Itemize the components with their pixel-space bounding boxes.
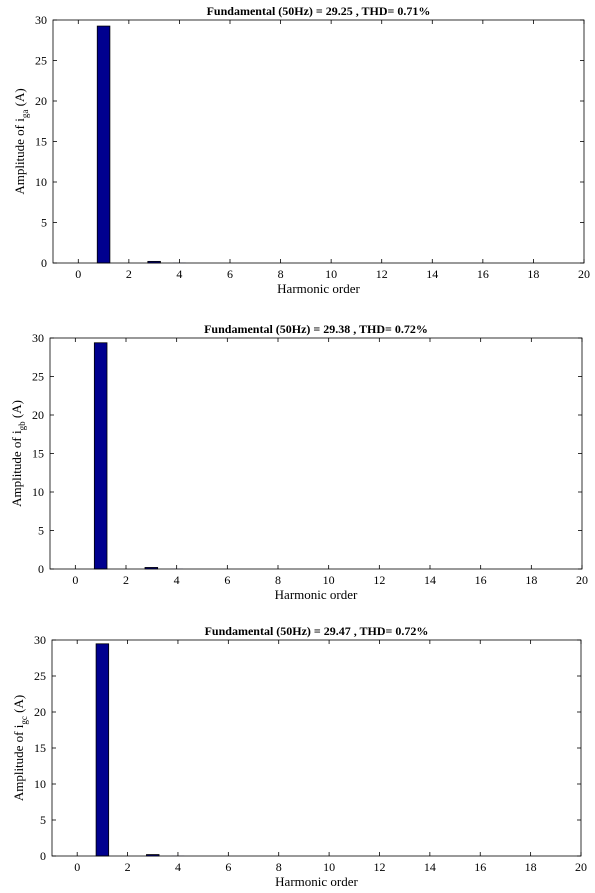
y-axis-label-unit: (A) (9, 400, 24, 418)
chart-title: Fundamental (50Hz) = 29.38 , THD= 0.72% (204, 322, 428, 336)
y-axis-label-main: Amplitude of i (11, 724, 26, 801)
x-tick-label: 6 (224, 573, 230, 587)
y-tick-label: 30 (34, 633, 46, 647)
x-tick-label: 4 (174, 573, 180, 587)
y-tick-label: 20 (32, 408, 44, 422)
y-axis-label: Amplitude of igc (A) (11, 695, 29, 801)
y-tick-label: 15 (34, 741, 46, 755)
y-tick-label: 15 (35, 135, 47, 149)
y-axis-label: Amplitude of iga (A) (12, 88, 30, 194)
x-tick-label: 14 (424, 573, 436, 587)
y-tick-label: 20 (35, 94, 47, 108)
x-tick-label: 20 (575, 860, 587, 874)
x-tick-label: 16 (474, 860, 486, 874)
x-tick-label: 2 (125, 860, 131, 874)
y-tick-label: 0 (41, 256, 47, 270)
y-tick-label: 5 (40, 813, 46, 827)
y-tick-label: 0 (40, 849, 46, 863)
y-axis-label-subscript: gb (17, 421, 27, 431)
plot-frame (49, 337, 583, 570)
bar-h1 (96, 25, 111, 264)
y-tick-label: 5 (38, 524, 44, 538)
harmonic-chart-3: Fundamental (50Hz) = 29.47 , THD= 0.72% 0… (11, 624, 587, 889)
y-tick-label: 30 (32, 331, 44, 345)
x-tick-label: 0 (75, 267, 81, 281)
x-tick-label: 20 (576, 573, 588, 587)
x-tick-label: 12 (373, 860, 385, 874)
x-tick-label: 2 (123, 573, 129, 587)
x-tick-label: 12 (373, 573, 385, 587)
x-tick-label: 12 (376, 267, 388, 281)
x-tick-label: 16 (477, 267, 489, 281)
x-tick-label: 6 (227, 267, 233, 281)
x-tick-label: 4 (175, 860, 181, 874)
x-tick-label: 20 (578, 267, 590, 281)
x-tick-label: 6 (225, 860, 231, 874)
x-tick-label: 0 (72, 573, 78, 587)
x-tick-label: 18 (525, 860, 537, 874)
x-axis-label: Harmonic order (275, 874, 358, 889)
y-tick-label: 25 (32, 370, 44, 384)
x-tick-label: 16 (475, 573, 487, 587)
y-axis-label-subscript: ga (20, 110, 30, 119)
plot-frame (52, 19, 585, 264)
x-tick-label: 10 (323, 573, 335, 587)
y-tick-label: 20 (34, 705, 46, 719)
bar-h1 (93, 342, 108, 570)
y-tick-label: 25 (35, 54, 47, 68)
y-axis-label-unit: (A) (11, 695, 26, 713)
y-axis-label-main: Amplitude of i (9, 430, 24, 507)
y-tick-label: 10 (34, 777, 46, 791)
y-tick-label: 25 (34, 669, 46, 683)
bar-h1 (95, 643, 110, 857)
y-axis-label-subscript: gc (19, 716, 29, 725)
y-axis-label: Amplitude of igb (A) (9, 400, 27, 507)
y-tick-label: 15 (32, 447, 44, 461)
plot-frame (51, 639, 582, 857)
y-tick-label: 10 (35, 175, 47, 189)
x-axis-label: Harmonic order (275, 587, 358, 602)
x-tick-label: 18 (525, 573, 537, 587)
x-axis-label: Harmonic order (277, 281, 360, 296)
x-tick-label: 0 (74, 860, 80, 874)
x-tick-label: 8 (276, 860, 282, 874)
harmonic-chart-2: Fundamental (50Hz) = 29.38 , THD= 0.72% 0… (9, 322, 588, 602)
x-tick-label: 14 (426, 267, 438, 281)
y-axis-label-unit: (A) (12, 88, 27, 106)
x-tick-label: 2 (126, 267, 132, 281)
y-tick-label: 5 (41, 216, 47, 230)
chart-title: Fundamental (50Hz) = 29.25 , THD= 0.71% (207, 4, 431, 18)
x-tick-label: 18 (527, 267, 539, 281)
harmonic-chart-1: Fundamental (50Hz) = 29.25 , THD= 0.71% 0… (12, 4, 590, 296)
x-tick-label: 8 (278, 267, 284, 281)
y-tick-label: 30 (35, 13, 47, 27)
y-tick-label: 0 (38, 562, 44, 576)
x-tick-label: 10 (323, 860, 335, 874)
y-tick-label: 10 (32, 485, 44, 499)
x-tick-label: 14 (424, 860, 436, 874)
x-tick-label: 8 (275, 573, 281, 587)
x-tick-label: 4 (176, 267, 182, 281)
y-axis-label-main: Amplitude of i (12, 118, 27, 195)
x-tick-label: 10 (325, 267, 337, 281)
chart-title: Fundamental (50Hz) = 29.47 , THD= 0.72% (205, 624, 429, 638)
